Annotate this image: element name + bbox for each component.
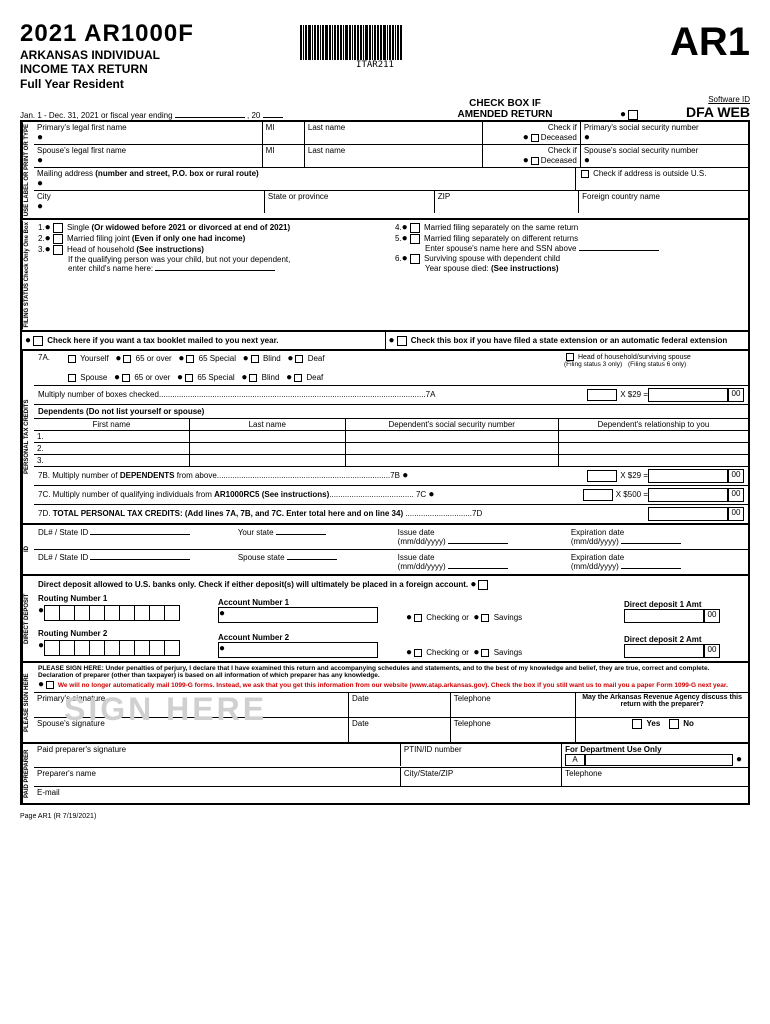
dep-row-1[interactable]: 1. — [34, 430, 748, 442]
discuss-no-checkbox[interactable] — [669, 719, 679, 729]
fs-6-checkbox[interactable] — [410, 254, 420, 264]
check-if: Check if — [548, 123, 577, 132]
subtitle-1: ARKANSAS INDIVIDUAL — [20, 48, 300, 62]
extension-label: Check this box if you have filed a state… — [411, 336, 728, 345]
software-id-label: Software ID — [650, 95, 750, 104]
state-label: State or province — [268, 192, 431, 201]
csz-label: City/State/ZIP — [401, 768, 562, 786]
date-label: Date — [349, 693, 451, 717]
spouse-signature-label: Spouse's signature — [37, 719, 345, 728]
7b-amount[interactable] — [648, 469, 728, 483]
spouse-deceased-checkbox[interactable] — [531, 157, 539, 165]
id-vert: ID — [22, 525, 34, 574]
preparer-name-label: Preparer's name — [34, 768, 401, 786]
discuss-yes-checkbox[interactable] — [632, 719, 642, 729]
mi-label: MI — [266, 123, 301, 132]
7c-amount[interactable] — [648, 488, 728, 502]
fs-1-checkbox[interactable] — [53, 223, 63, 233]
checking2-checkbox[interactable] — [414, 649, 422, 657]
filing-status-vert: FILING STATUS Check Only One Box — [22, 220, 34, 329]
spouse-first-label: Spouse's legal first name — [37, 146, 259, 155]
primary-deceased-checkbox[interactable] — [531, 134, 539, 142]
spouse-checkbox[interactable] — [68, 374, 76, 382]
personal-credits-vert: PERSONAL TAX CREDITS — [22, 351, 34, 523]
checking1-checkbox[interactable] — [414, 614, 422, 622]
red-notice: We will no longer automatically mail 109… — [58, 682, 728, 689]
check-box-if: CHECK BOX IF — [400, 98, 610, 109]
amended-checkbox[interactable] — [628, 110, 638, 120]
outside-us-checkbox[interactable] — [581, 170, 589, 178]
dfa-web: DFA WEB — [650, 104, 750, 120]
page-footer: Page AR1 (R 7/19/2021) — [20, 813, 750, 820]
city-label: City — [37, 192, 261, 201]
may-discuss-label: May the Arkansas Revenue Agency discuss … — [579, 694, 745, 708]
sign-here-vert: PLEASE SIGN HERE — [22, 663, 34, 742]
paid-preparer-vert: PAID PREPARER — [22, 744, 34, 803]
fs-2-checkbox[interactable] — [53, 234, 63, 244]
mi-label-2: MI — [266, 146, 301, 155]
dep-row-3[interactable]: 3. — [34, 454, 748, 466]
1099g-checkbox[interactable] — [46, 681, 54, 689]
dep-row-2[interactable]: 2. — [34, 442, 748, 454]
savings2-checkbox[interactable] — [481, 649, 489, 657]
use-label-vert: USE LABEL OR PRINT OR TYPE — [22, 122, 34, 218]
mailing-label: Mailing address — [37, 169, 93, 178]
tax-form: 2021 AR1000F ARKANSAS INDIVIDUAL INCOME … — [20, 20, 750, 820]
booklet-label: Check here if you want a tax booklet mai… — [47, 336, 278, 345]
fs-3-checkbox[interactable] — [53, 245, 63, 255]
7a-amount[interactable] — [648, 388, 728, 402]
dd1-amount[interactable] — [624, 609, 704, 623]
primary-signature-label: Primary's signature — [37, 694, 345, 703]
direct-deposit-vert: DIRECT DEPOSIT — [22, 576, 34, 661]
zip-label: ZIP — [438, 192, 575, 201]
outside-us-label: Check if address is outside U.S. — [593, 169, 706, 178]
last-name-label: Last name — [308, 123, 479, 132]
amended-return: AMENDED RETURN — [458, 109, 553, 120]
header: 2021 AR1000F ARKANSAS INDIVIDUAL INCOME … — [20, 20, 750, 91]
telephone-label: Telephone — [451, 693, 576, 717]
foreign-label: Foreign country name — [582, 192, 745, 201]
booklet-checkbox[interactable] — [33, 336, 43, 346]
ar1-label: AR1 — [670, 20, 750, 65]
savings1-checkbox[interactable] — [481, 614, 489, 622]
barcode-text: ITAR211 — [356, 60, 394, 70]
yourself-checkbox[interactable] — [68, 355, 76, 363]
7d-amount[interactable] — [648, 507, 728, 521]
spouse-ssn-label: Spouse's social security number — [584, 146, 745, 155]
form-year-title: 2021 AR1000F — [20, 20, 300, 48]
preparer-sig-label: Paid preparer's signature — [34, 744, 401, 766]
primary-first-label: Primary's legal first name — [37, 123, 259, 132]
preparer-tel-label: Telephone — [562, 768, 748, 786]
last-name-label-2: Last name — [308, 146, 479, 155]
primary-ssn-label: Primary's social security number — [584, 123, 745, 132]
subtitle-2: INCOME TAX RETURN — [20, 62, 300, 76]
barcode: ITAR211 — [300, 25, 450, 70]
fs-5-checkbox[interactable] — [410, 234, 420, 244]
foreign-account-checkbox[interactable] — [478, 580, 488, 590]
fiscal-year-line: Jan. 1 - Dec. 31, 2021 or fiscal year en… — [20, 111, 400, 120]
fs-4-checkbox[interactable] — [410, 223, 420, 233]
ptin-label: PTIN/ID number — [401, 744, 562, 767]
extension-checkbox[interactable] — [397, 336, 407, 346]
email-label: E-mail — [34, 787, 748, 803]
dd2-amount[interactable] — [624, 644, 704, 658]
subtitle-3: Full Year Resident — [20, 77, 300, 91]
dept-only-label: For Department Use Only — [565, 745, 745, 754]
